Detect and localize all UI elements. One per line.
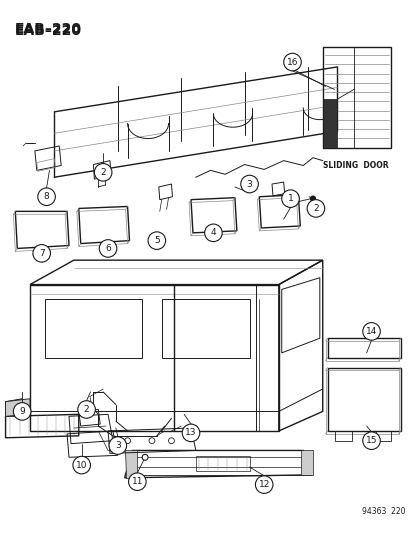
Text: 2: 2 bbox=[312, 204, 318, 213]
Text: 6: 6 bbox=[105, 244, 111, 253]
Text: 16: 16 bbox=[286, 58, 297, 67]
Circle shape bbox=[124, 438, 130, 443]
Circle shape bbox=[99, 240, 116, 257]
Circle shape bbox=[281, 190, 299, 207]
Text: 2: 2 bbox=[100, 168, 106, 177]
Polygon shape bbox=[322, 99, 337, 148]
Circle shape bbox=[94, 164, 112, 181]
Text: 13: 13 bbox=[185, 429, 196, 438]
Circle shape bbox=[109, 437, 126, 454]
Text: 10: 10 bbox=[76, 461, 87, 470]
Text: 8: 8 bbox=[44, 192, 49, 201]
Circle shape bbox=[362, 432, 380, 449]
Circle shape bbox=[33, 245, 50, 262]
Text: 3: 3 bbox=[246, 180, 252, 189]
Polygon shape bbox=[301, 450, 312, 475]
Text: 7: 7 bbox=[39, 249, 45, 258]
Text: 9: 9 bbox=[19, 407, 25, 416]
Text: 1: 1 bbox=[287, 194, 293, 203]
Text: EAB–220: EAB–220 bbox=[14, 24, 81, 38]
Text: 14: 14 bbox=[365, 327, 376, 336]
Text: 3: 3 bbox=[115, 441, 120, 450]
Text: 5: 5 bbox=[154, 236, 159, 245]
Circle shape bbox=[168, 438, 174, 443]
Circle shape bbox=[38, 188, 55, 206]
Circle shape bbox=[310, 196, 315, 201]
Text: 2: 2 bbox=[83, 405, 89, 414]
Circle shape bbox=[182, 424, 199, 442]
Circle shape bbox=[283, 53, 301, 71]
Polygon shape bbox=[5, 399, 22, 416]
Circle shape bbox=[148, 232, 165, 249]
Circle shape bbox=[13, 402, 31, 420]
Circle shape bbox=[306, 200, 324, 217]
Circle shape bbox=[240, 175, 258, 193]
Circle shape bbox=[73, 456, 90, 474]
Circle shape bbox=[204, 224, 222, 241]
Text: 11: 11 bbox=[131, 477, 143, 486]
Polygon shape bbox=[124, 450, 137, 478]
Circle shape bbox=[255, 476, 272, 494]
Polygon shape bbox=[5, 399, 30, 416]
Text: 12: 12 bbox=[258, 480, 269, 489]
Text: 4: 4 bbox=[210, 228, 216, 237]
Text: 94363  220: 94363 220 bbox=[361, 507, 404, 516]
Circle shape bbox=[149, 438, 154, 443]
Circle shape bbox=[362, 322, 380, 340]
Circle shape bbox=[128, 473, 146, 490]
Circle shape bbox=[142, 454, 148, 460]
Text: SLIDING  DOOR: SLIDING DOOR bbox=[322, 160, 387, 169]
Text: EAB–220: EAB–220 bbox=[14, 22, 81, 36]
Text: 15: 15 bbox=[365, 436, 376, 445]
Circle shape bbox=[78, 401, 95, 418]
